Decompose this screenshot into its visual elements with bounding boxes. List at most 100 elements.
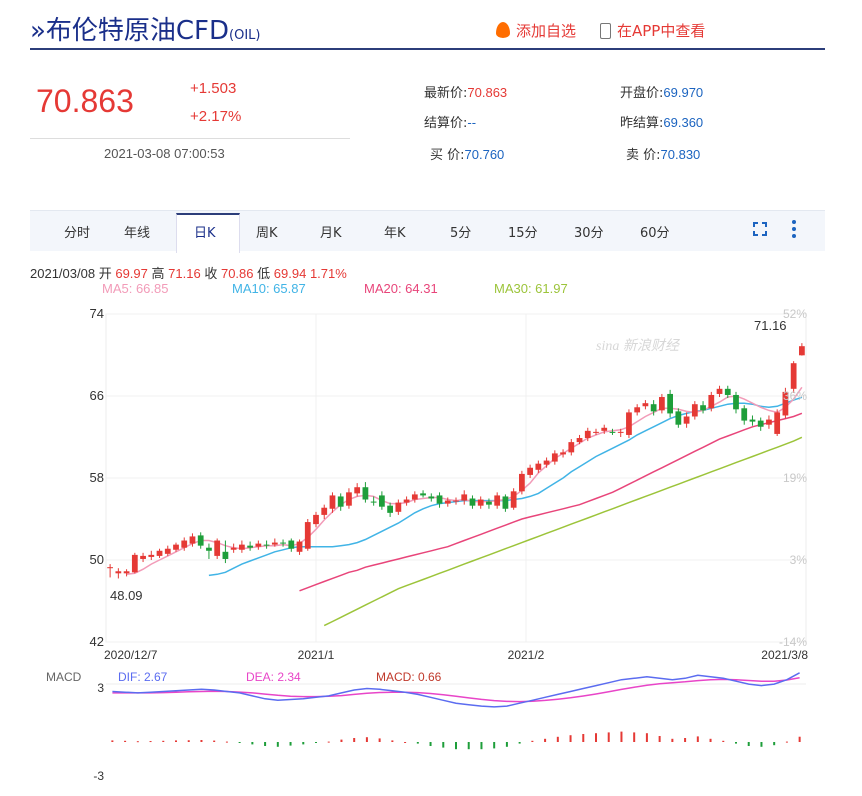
sell-price-field: 卖 价:70.830 [626,144,700,163]
candle-body [420,493,426,496]
macd-bar [569,735,572,742]
info-low: 69.94 [273,266,307,281]
tab-year-line[interactable]: 年线 [124,226,151,241]
tab-intraday[interactable]: 分时 [64,226,91,241]
tab-5min[interactable]: 5分 [450,226,472,241]
macd-bar [429,742,432,746]
pct-tick-label: 19% [783,471,807,485]
view-in-app-button[interactable]: 在APP中查看 [600,20,705,41]
candle-body [271,542,278,545]
add-favorite-button[interactable]: 添加自选 [496,20,576,41]
macd-bar [289,742,292,746]
kline-chart[interactable]: sina 新浪财经 74 66 58 50 42 52% 36% 19% 3% -14% 202… [0,300,862,796]
candle-body [123,571,130,574]
prev-settle-value: 69.360 [663,115,704,130]
more-menu-icon[interactable] [792,220,796,238]
info-high-label: 高 [151,266,165,281]
macd-bar [760,742,763,747]
candle-body [214,540,221,556]
macd-label: MACD [46,670,82,684]
dea-label: DEA: 2.34 [246,670,301,684]
macd-bar [684,738,687,742]
candle-body [535,463,542,470]
x-tick-label: 2021/1 [298,648,335,662]
candle-body [494,495,501,506]
candle-body [230,547,237,550]
info-close: 70.86 [220,266,254,281]
buy-price-field: 买 价:70.760 [430,144,504,163]
tab-yearly-k[interactable]: 年K [384,226,406,241]
open-price-field: 开盘价:69.970 [620,82,703,101]
macd-panel: 3 -3 [93,672,806,783]
candle-body [659,397,665,411]
macd-bar [200,740,203,742]
x-tick-label: 2020/12/7 [104,648,158,662]
macd-bar [378,738,381,742]
y-tick-label: 42 [90,634,104,649]
macd-bar [645,733,648,742]
macd-bar [340,739,343,742]
macd-bar [582,734,585,742]
macd-bar [493,742,496,749]
macd-bar [671,738,674,742]
info-pct: 1.71% [309,266,347,281]
macd-value-label: MACD: 0.66 [376,670,442,684]
prev-settle-label: 昨结算: [620,116,664,131]
macd-bar [709,738,712,742]
tab-30min[interactable]: 30分 [574,226,604,241]
candle-body [782,391,789,416]
info-open-label: 开 [98,266,112,281]
macd-bar [620,731,623,742]
macd-bar [595,733,597,742]
tab-daily-k[interactable]: 日K [194,226,216,241]
candle-body [362,487,369,500]
macd-bar [658,736,661,742]
change-absolute: +1.503 [190,80,237,97]
candle-body [469,498,476,506]
latest-price-label: 最新价: [424,86,468,101]
candle-body [156,550,163,556]
latest-price-field: 最新价:70.863 [424,82,507,101]
candle-body [700,405,706,411]
candle-body [288,540,295,549]
candle-body [626,412,632,435]
tab-60min[interactable]: 60分 [640,226,670,241]
candle-body [329,495,336,509]
info-open: 69.97 [115,266,148,281]
candle-body [197,535,204,546]
macd-bar [136,741,139,743]
candle-body [304,522,311,549]
candle-body [164,548,171,554]
candle-body [510,491,517,508]
macd-bar [225,741,228,743]
tab-monthly-k[interactable]: 月K [320,226,342,241]
latest-price-value: 70.863 [467,85,508,100]
pct-tick-label: -14% [779,635,807,649]
ma20-line [299,412,803,592]
y-tick-label: 66 [90,388,104,403]
candle-body [502,496,509,509]
macd-tick-label: -3 [93,769,104,783]
tab-weekly-k[interactable]: 周K [256,226,278,241]
candle-body [354,487,361,494]
macd-bar [238,742,241,743]
expand-icon[interactable] [753,222,767,236]
title-symbol: (OIL) [229,28,261,43]
max-label: 71.16 [754,318,787,333]
macd-bar [416,742,419,744]
buy-price-value: 70.760 [464,147,505,162]
candle-body [667,393,673,414]
macd-bar [327,741,330,743]
candle-body [593,431,599,433]
macd-bar [696,736,699,742]
tab-15min[interactable]: 15分 [508,226,538,241]
candle-body [370,501,377,503]
dif-line [112,672,800,708]
prev-settle-field: 昨结算:69.360 [620,112,703,131]
candle-body [774,412,781,434]
buy-price-label: 买 价: [430,148,465,163]
candle-body [790,363,797,389]
candle-body [486,501,492,505]
info-close-label: 收 [204,266,218,281]
candle-body [766,419,772,425]
